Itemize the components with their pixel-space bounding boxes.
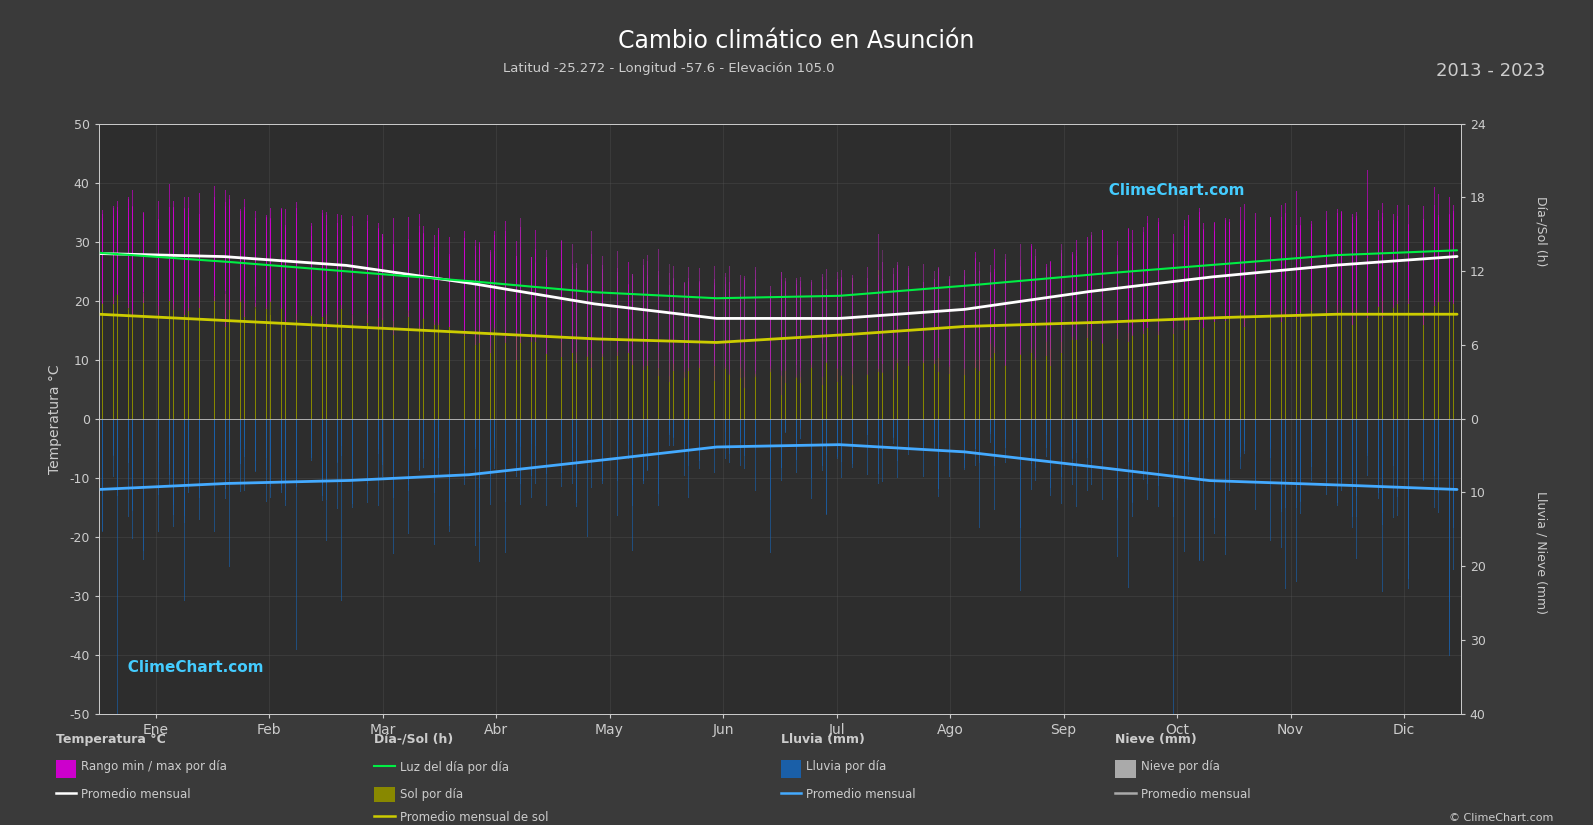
Text: Promedio mensual: Promedio mensual	[806, 788, 916, 801]
Text: Promedio mensual de sol: Promedio mensual de sol	[400, 811, 548, 824]
Text: 2013 - 2023: 2013 - 2023	[1435, 62, 1545, 80]
Text: Lluvia / Nieve (mm): Lluvia / Nieve (mm)	[1534, 491, 1547, 615]
Text: Temperatura °C: Temperatura °C	[56, 733, 166, 746]
Y-axis label: Temperatura °C: Temperatura °C	[48, 364, 62, 474]
Text: Lluvia por día: Lluvia por día	[806, 760, 886, 773]
Text: ClimeChart.com: ClimeChart.com	[113, 660, 264, 676]
Text: Día-/Sol (h): Día-/Sol (h)	[1534, 196, 1547, 266]
Text: Cambio climático en Asunción: Cambio climático en Asunción	[618, 29, 975, 53]
Text: Nieve (mm): Nieve (mm)	[1115, 733, 1196, 746]
Text: Nieve por día: Nieve por día	[1141, 760, 1220, 773]
Text: Sol por día: Sol por día	[400, 788, 464, 801]
Text: ClimeChart.com: ClimeChart.com	[1093, 182, 1244, 197]
Text: Lluvia (mm): Lluvia (mm)	[781, 733, 865, 746]
Text: © ClimeChart.com: © ClimeChart.com	[1448, 813, 1553, 823]
Text: Día-/Sol (h): Día-/Sol (h)	[374, 733, 454, 746]
Text: Luz del día por día: Luz del día por día	[400, 761, 508, 775]
Text: Rango min / max por día: Rango min / max por día	[81, 760, 228, 773]
Text: Promedio mensual: Promedio mensual	[1141, 788, 1251, 801]
Text: Latitud -25.272 - Longitud -57.6 - Elevación 105.0: Latitud -25.272 - Longitud -57.6 - Eleva…	[503, 62, 835, 75]
Text: Promedio mensual: Promedio mensual	[81, 788, 191, 801]
